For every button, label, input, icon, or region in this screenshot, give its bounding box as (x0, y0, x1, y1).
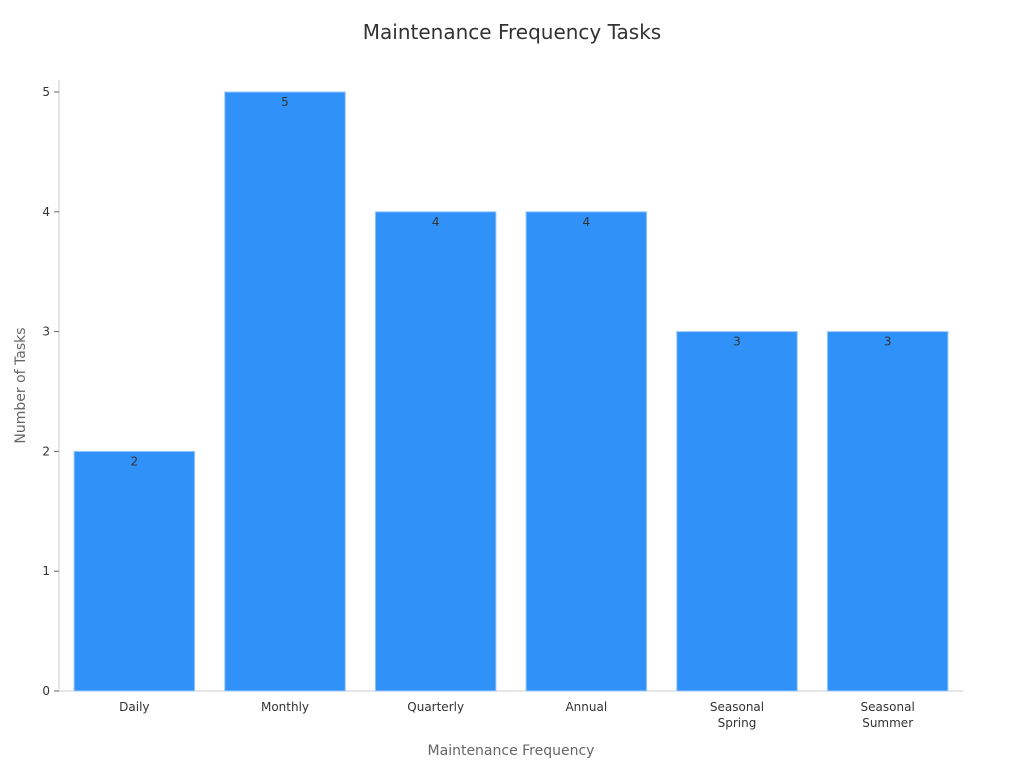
bar (676, 331, 798, 692)
y-tick-label: 5 (42, 85, 50, 99)
y-tick-label: 2 (42, 444, 50, 458)
bar (73, 450, 196, 692)
y-tick-label: 1 (42, 564, 50, 578)
chart-title: Maintenance Frequency Tasks (362, 20, 662, 44)
bar (224, 91, 346, 692)
data-label: 2 (131, 454, 139, 468)
x-tick-label: Monthly (261, 700, 309, 714)
x-tick-label: Spring (718, 716, 757, 730)
x-axis-title: Maintenance Frequency (428, 743, 595, 759)
y-tick-label: 0 (42, 684, 50, 698)
data-label: 3 (884, 335, 892, 349)
y-axis-title: Number of Tasks (13, 327, 29, 443)
x-tick-label: Quarterly (407, 700, 464, 714)
bar (525, 211, 648, 692)
y-tick-label: 4 (42, 205, 50, 219)
x-tick-label: Daily (119, 700, 149, 714)
x-tick-label: Seasonal (861, 700, 915, 714)
data-label: 4 (432, 215, 440, 229)
x-tick-label: Seasonal (710, 700, 764, 714)
bar (374, 211, 497, 692)
data-label: 4 (583, 215, 591, 229)
x-tick-label: Annual (565, 700, 607, 714)
bar (826, 331, 949, 692)
y-tick-label: 3 (42, 325, 50, 339)
data-label: 3 (733, 335, 741, 349)
x-tick-label: Summer (862, 716, 913, 730)
data-label: 5 (281, 95, 289, 109)
